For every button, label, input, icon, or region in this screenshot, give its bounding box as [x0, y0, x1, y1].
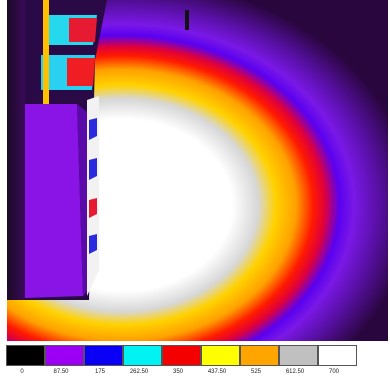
legend-tick-label: 0 — [20, 369, 24, 375]
facade-column-blue-3 — [89, 234, 97, 254]
legend-tick-label: 437.50 — [207, 369, 227, 375]
legend-tick-label: 87.50 — [53, 369, 69, 375]
legend-swatch-7 — [279, 345, 318, 366]
window-upper-red — [69, 18, 97, 42]
legend-swatch-2 — [84, 345, 123, 366]
legend-swatch-5 — [201, 345, 240, 366]
legend-swatch-0 — [6, 345, 45, 366]
facade-column-red-1 — [89, 198, 97, 218]
legend-tick-label: 700 — [328, 369, 340, 375]
legend-tick-label: 350 — [172, 369, 184, 375]
facade-column-blue-2 — [89, 158, 97, 180]
left-wall — [7, 0, 25, 300]
legend-swatch-6 — [240, 345, 279, 366]
dark-mark — [185, 10, 189, 30]
window-middle-red — [67, 58, 95, 86]
legend-tick-label: 262.50 — [129, 369, 149, 375]
illuminance-render-view — [7, 0, 388, 341]
legend-tick-label: 612.50 — [285, 369, 305, 375]
legend-swatch-4 — [162, 345, 201, 366]
legend-swatch-8 — [318, 345, 357, 366]
false-color-illuminance-image — [7, 0, 388, 341]
legend-tick-label: 525 — [250, 369, 262, 375]
facade-column-blue-1 — [89, 118, 97, 140]
pier-side — [77, 104, 89, 296]
purple-pier — [25, 104, 83, 298]
legend-swatch-3 — [123, 345, 162, 366]
legend-tick-label: 175 — [94, 369, 106, 375]
facade-edge-highlight — [43, 0, 49, 110]
color-legend — [6, 345, 357, 366]
legend-swatch-1 — [45, 345, 84, 366]
